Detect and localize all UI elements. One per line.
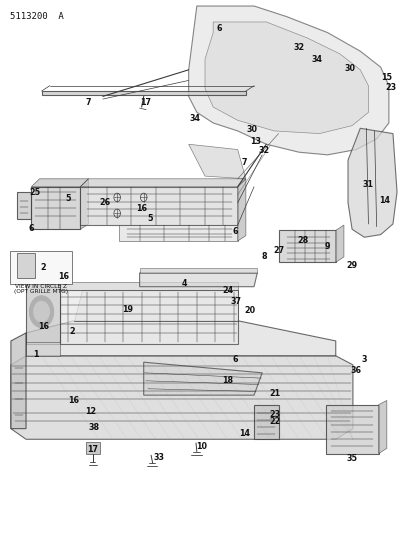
Polygon shape xyxy=(10,251,72,284)
Text: 14: 14 xyxy=(378,196,389,205)
Text: VIEW IN CIRCLE Z
(OPT GRILLE MTG): VIEW IN CIRCLE Z (OPT GRILLE MTG) xyxy=(13,284,67,294)
Polygon shape xyxy=(119,225,237,241)
Circle shape xyxy=(33,301,49,322)
Polygon shape xyxy=(139,268,257,273)
Text: 16: 16 xyxy=(68,396,79,405)
Polygon shape xyxy=(80,179,88,229)
Polygon shape xyxy=(188,6,388,155)
Text: 29: 29 xyxy=(346,261,357,270)
Text: 31: 31 xyxy=(362,180,373,189)
Text: 33: 33 xyxy=(153,454,164,463)
Text: 22: 22 xyxy=(269,417,280,426)
Text: 2: 2 xyxy=(40,263,46,272)
Text: 20: 20 xyxy=(244,305,255,314)
Polygon shape xyxy=(144,362,262,395)
Text: 37: 37 xyxy=(229,296,240,305)
Text: 38: 38 xyxy=(88,423,99,432)
Polygon shape xyxy=(17,192,31,219)
Polygon shape xyxy=(237,179,245,241)
Text: 2: 2 xyxy=(69,327,75,336)
Text: 32: 32 xyxy=(258,146,269,155)
Polygon shape xyxy=(17,253,35,278)
Polygon shape xyxy=(31,179,88,187)
Polygon shape xyxy=(80,179,245,187)
Polygon shape xyxy=(188,144,245,179)
Polygon shape xyxy=(335,225,343,262)
Polygon shape xyxy=(11,333,26,429)
Text: 23: 23 xyxy=(384,83,396,92)
Text: 18: 18 xyxy=(221,376,232,385)
Text: 34: 34 xyxy=(189,114,200,123)
Text: 34: 34 xyxy=(311,55,322,63)
Polygon shape xyxy=(139,273,257,287)
Polygon shape xyxy=(80,187,237,225)
Polygon shape xyxy=(254,405,278,439)
Text: 8: 8 xyxy=(261,253,266,261)
Polygon shape xyxy=(60,282,237,290)
Text: 4: 4 xyxy=(181,279,187,288)
Text: 16: 16 xyxy=(38,321,49,330)
Circle shape xyxy=(29,296,54,328)
Polygon shape xyxy=(278,230,335,262)
Text: 15: 15 xyxy=(380,72,391,82)
Text: 28: 28 xyxy=(297,237,308,246)
Polygon shape xyxy=(60,290,237,344)
Text: 5: 5 xyxy=(65,194,71,203)
Text: 16: 16 xyxy=(136,204,147,213)
Text: 14: 14 xyxy=(239,430,250,439)
Text: 12: 12 xyxy=(85,407,96,416)
Polygon shape xyxy=(11,356,352,439)
Text: 17: 17 xyxy=(87,446,98,455)
Polygon shape xyxy=(204,22,368,134)
Text: 23: 23 xyxy=(269,410,280,419)
Text: 6: 6 xyxy=(216,24,222,33)
Text: 5113200  A: 5113200 A xyxy=(10,12,63,21)
Text: 3: 3 xyxy=(361,355,366,364)
Text: 24: 24 xyxy=(221,286,232,295)
Polygon shape xyxy=(41,91,245,95)
Text: 13: 13 xyxy=(250,137,261,146)
Text: 19: 19 xyxy=(121,304,133,313)
Text: 5: 5 xyxy=(147,214,152,223)
Text: 32: 32 xyxy=(293,43,304,52)
Polygon shape xyxy=(85,442,99,454)
Polygon shape xyxy=(26,282,60,344)
Text: 27: 27 xyxy=(272,246,283,255)
Text: 6: 6 xyxy=(29,224,34,233)
Text: 17: 17 xyxy=(140,98,151,107)
Polygon shape xyxy=(74,290,237,321)
Text: 36: 36 xyxy=(350,366,361,375)
Text: 30: 30 xyxy=(344,64,355,73)
Text: 6: 6 xyxy=(232,355,238,364)
Text: 16: 16 xyxy=(58,272,70,280)
Polygon shape xyxy=(347,128,396,237)
Text: 35: 35 xyxy=(346,455,357,463)
Text: 6: 6 xyxy=(232,228,238,237)
Text: 26: 26 xyxy=(99,198,110,207)
Text: 7: 7 xyxy=(240,158,246,167)
Text: 10: 10 xyxy=(196,442,207,451)
Text: 25: 25 xyxy=(30,188,41,197)
Text: 21: 21 xyxy=(268,389,279,398)
Text: 9: 9 xyxy=(324,242,330,251)
Polygon shape xyxy=(26,342,60,356)
Text: 7: 7 xyxy=(85,98,91,107)
Polygon shape xyxy=(378,400,386,454)
Polygon shape xyxy=(325,405,378,454)
Text: 1: 1 xyxy=(33,350,38,359)
Text: 30: 30 xyxy=(246,125,257,134)
Polygon shape xyxy=(31,187,80,229)
Polygon shape xyxy=(26,321,335,356)
